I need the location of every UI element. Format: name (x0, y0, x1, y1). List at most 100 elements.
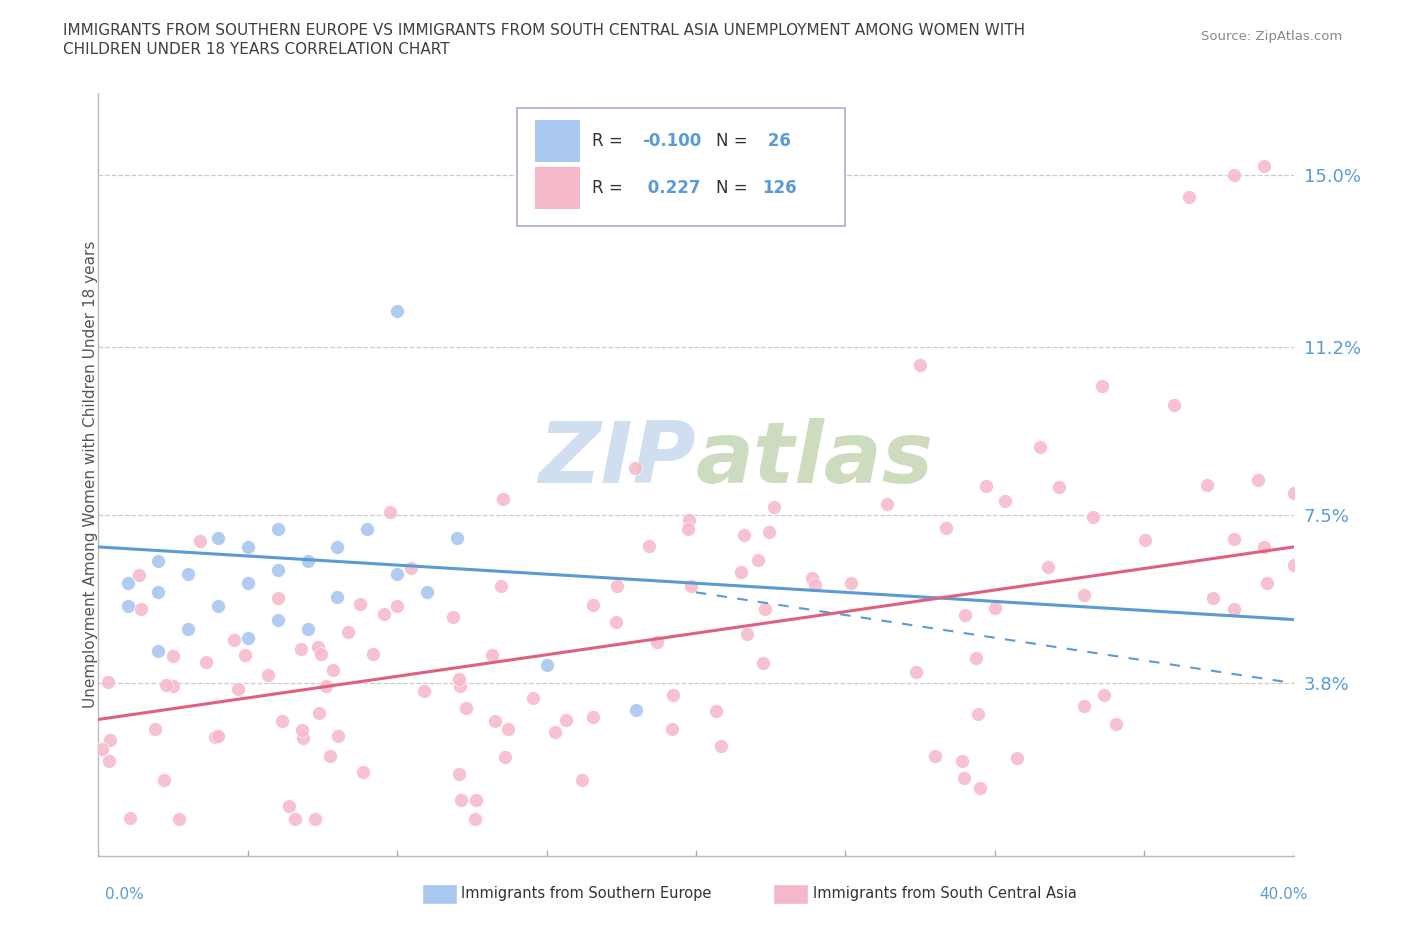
Point (204, 730, 226, 745)
Text: N =: N = (716, 179, 754, 197)
Point (953, 771, 976, 786)
Point (292, 731, 315, 746)
Point (319, 748, 342, 763)
Point (758, 525, 780, 539)
Point (800, 570, 823, 585)
Point (385, 566, 409, 581)
Point (148, 553, 170, 568)
Point (555, 712, 578, 727)
Point (967, 707, 990, 722)
Point (905, 664, 928, 679)
Point (1135, 533, 1157, 548)
Point (950, 753, 973, 768)
Point (1081, 509, 1104, 524)
Point (373, 606, 395, 621)
Text: 0.227: 0.227 (643, 179, 700, 197)
Point (233, 647, 256, 662)
Point (148, 585, 170, 600)
Point (1195, 478, 1218, 493)
Point (605, 615, 627, 630)
Point (446, 530, 468, 545)
Point (661, 722, 683, 737)
Text: R =: R = (592, 132, 628, 150)
Point (226, 682, 249, 697)
Point (98, 753, 121, 768)
Point (450, 792, 472, 807)
Point (177, 566, 200, 581)
Point (385, 303, 409, 318)
Point (733, 527, 755, 542)
Point (494, 750, 516, 764)
Point (236, 539, 259, 554)
Point (624, 460, 647, 475)
Point (326, 539, 349, 554)
Point (256, 668, 278, 683)
Y-axis label: Unemployment Among Women with Children Under 18 years: Unemployment Among Women with Children U… (83, 241, 97, 708)
Point (464, 812, 486, 827)
Point (606, 579, 628, 594)
Point (167, 812, 190, 827)
Point (481, 648, 503, 663)
Point (1282, 557, 1305, 572)
Point (763, 499, 786, 514)
Point (413, 684, 436, 698)
Point (236, 631, 259, 645)
Bar (534, 120, 581, 162)
Point (153, 773, 176, 788)
Point (128, 568, 150, 583)
Point (352, 764, 374, 779)
Point (1036, 560, 1059, 575)
Point (1073, 588, 1095, 603)
Point (322, 663, 344, 678)
Point (416, 585, 439, 600)
Point (291, 723, 314, 737)
Point (290, 642, 312, 657)
Point (236, 576, 259, 591)
Point (449, 679, 471, 694)
Point (1005, 751, 1028, 765)
Point (1028, 440, 1050, 455)
Point (387, 599, 409, 614)
Point (297, 553, 319, 568)
Point (336, 624, 359, 639)
Point (399, 561, 422, 576)
Point (117, 576, 139, 591)
Point (162, 679, 184, 694)
Point (143, 722, 166, 737)
Point (297, 621, 319, 636)
Point (315, 679, 337, 694)
Point (1091, 379, 1114, 393)
Text: Immigrants from Southern Europe: Immigrants from Southern Europe (461, 886, 711, 901)
Point (1105, 717, 1128, 732)
Point (1253, 540, 1275, 555)
Point (267, 591, 290, 605)
Text: N =: N = (716, 132, 754, 150)
Point (974, 478, 997, 493)
Point (361, 646, 384, 661)
Point (1073, 699, 1095, 714)
Point (441, 609, 464, 624)
Point (678, 512, 700, 527)
Point (271, 713, 294, 728)
Point (637, 538, 659, 553)
Point (207, 530, 229, 545)
Point (841, 575, 863, 590)
Point (752, 656, 775, 671)
Point (91, 741, 114, 756)
FancyBboxPatch shape (517, 108, 845, 227)
Point (489, 579, 512, 594)
Point (117, 599, 139, 614)
Point (454, 701, 477, 716)
Point (492, 492, 515, 507)
Text: 26: 26 (762, 132, 790, 150)
Point (1247, 472, 1270, 487)
Point (284, 812, 307, 827)
Point (195, 654, 218, 669)
Point (267, 612, 290, 627)
Point (464, 792, 486, 807)
Point (131, 601, 153, 616)
Point (349, 596, 371, 611)
Text: 0.0%: 0.0% (105, 887, 145, 902)
Text: Immigrants from South Central Asia: Immigrants from South Central Asia (813, 886, 1077, 901)
Point (676, 522, 699, 537)
